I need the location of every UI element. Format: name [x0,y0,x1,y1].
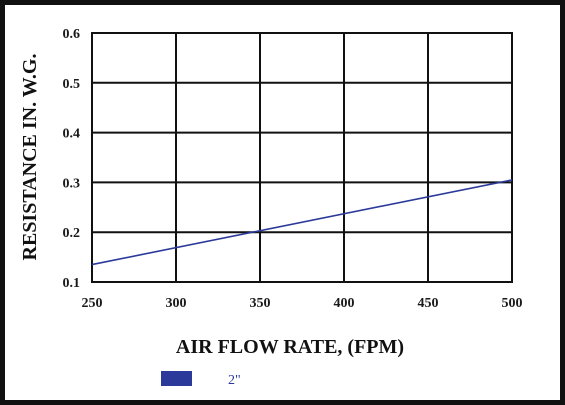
y-tick-label: 0.3 [63,176,81,191]
y-tick-label: 0.4 [63,127,81,142]
grid-layer [91,32,513,283]
y-tick-label: 0.1 [63,276,81,291]
y-tick-label: 0.5 [63,77,81,92]
x-tick-label: 300 [166,296,187,311]
series-layer [91,179,513,266]
x-tick-label: 350 [250,296,271,311]
plot-border [91,32,513,283]
x-tick-label: 500 [502,296,523,311]
y-tick-label: 0.2 [63,226,81,241]
series-line [91,179,513,266]
legend: 2" [161,371,241,388]
y-tick-label: 0.6 [63,27,81,42]
x-axis-title: AIR FLOW RATE, (FPM) [176,336,404,358]
tick-labels: 250 300 350 400 450 500 0.1 0.2 0.3 0.4 0.5 0.6 [63,27,523,311]
x-tick-label: 400 [334,296,355,311]
x-tick-label: 450 [418,296,439,311]
y-axis-title: RESISTANCE IN. W.G. [19,54,41,261]
x-tick-label: 250 [82,296,103,311]
legend-label: 2" [228,373,241,388]
legend-swatch [161,371,192,386]
